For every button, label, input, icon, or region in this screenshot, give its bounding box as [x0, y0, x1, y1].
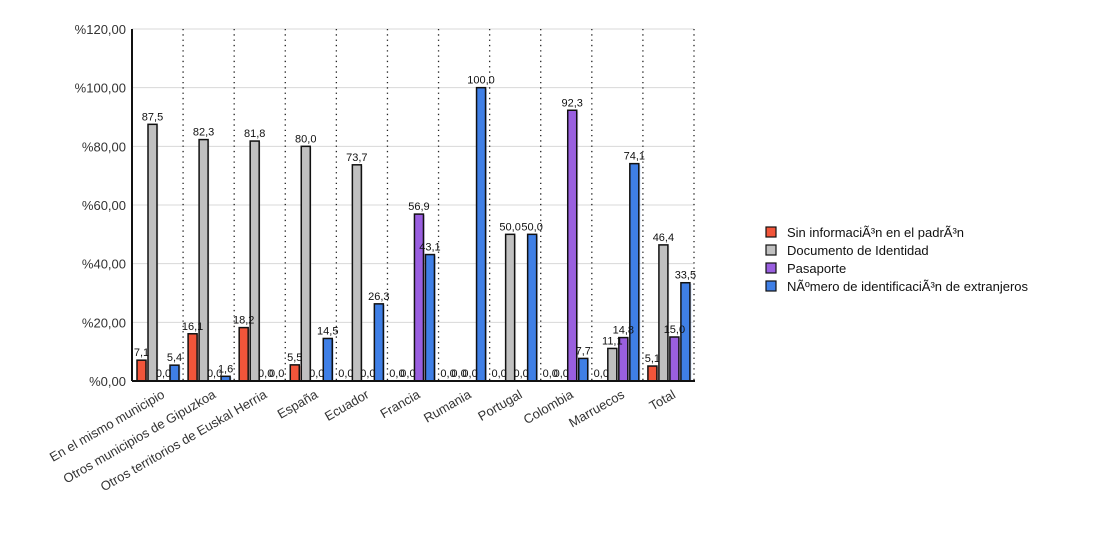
- data-label: 0,0: [513, 368, 528, 380]
- x-category-label: Ecuador: [322, 386, 372, 424]
- data-label: 56,9: [408, 201, 429, 213]
- data-label: 11,1: [602, 335, 623, 347]
- axes: [131, 29, 695, 382]
- data-label: 81,8: [244, 128, 265, 140]
- y-tick-label: %80,00: [82, 139, 126, 154]
- legend-swatch: [765, 280, 777, 292]
- y-tick-label: %60,00: [82, 198, 126, 213]
- x-category-label: España: [275, 386, 321, 421]
- legend-label: NÃºmero de identificaciÃ³n de extranjero…: [787, 279, 1029, 294]
- data-label: 0,0: [451, 368, 466, 380]
- data-label: 0,0: [389, 368, 404, 380]
- bar: [647, 365, 658, 382]
- category-separators: [182, 29, 695, 381]
- legend-swatch: [765, 244, 777, 256]
- data-label: 0,0: [269, 368, 284, 380]
- data-label: 0,0: [543, 368, 558, 380]
- bar: [658, 244, 669, 382]
- data-label: 73,7: [346, 152, 367, 164]
- data-label: 82,3: [193, 127, 214, 139]
- bar: [169, 364, 180, 382]
- data-label: 92,3: [562, 97, 583, 109]
- bar: [198, 138, 209, 382]
- x-category-label: Portugal: [475, 387, 525, 424]
- data-label: 7,7: [576, 345, 591, 357]
- data-label: 80,0: [295, 133, 316, 145]
- data-label: 14,5: [317, 325, 338, 337]
- data-label: 0,0: [491, 368, 506, 380]
- data-label: 0,0: [207, 368, 222, 380]
- bar: [669, 336, 680, 382]
- data-label: 0,0: [338, 368, 353, 380]
- data-label: 1,6: [218, 363, 233, 375]
- y-tick-label: %40,00: [82, 257, 126, 272]
- legend-swatch: [765, 226, 777, 238]
- bar: [136, 359, 147, 382]
- data-label: 50,0: [521, 221, 542, 233]
- data-label: 18,2: [233, 315, 254, 327]
- data-label: 87,5: [142, 111, 163, 123]
- x-category-label: Francia: [377, 386, 423, 421]
- data-label: 26,3: [368, 291, 389, 303]
- data-label: 0,0: [462, 368, 477, 380]
- bar: [413, 213, 425, 382]
- bar: [577, 357, 589, 382]
- bar: [289, 364, 301, 382]
- legend-label: Sin informaciÃ³n en el padrÃ³n: [787, 225, 964, 240]
- bar: [147, 123, 158, 382]
- data-label: 43,1: [419, 242, 440, 254]
- bar: [566, 109, 578, 382]
- data-label: 0,0: [309, 368, 324, 380]
- bar: [526, 233, 538, 382]
- data-label: 0,0: [554, 368, 569, 380]
- data-label: 0,0: [258, 368, 273, 380]
- data-label: 33,5: [675, 270, 696, 282]
- bar: [238, 326, 249, 382]
- bar: [373, 303, 385, 382]
- data-label: 50,0: [499, 221, 520, 233]
- data-label: 5,1: [645, 353, 660, 365]
- data-label: 46,4: [653, 232, 674, 244]
- data-label: 100,0: [467, 75, 495, 87]
- gridlines: [132, 28, 694, 382]
- data-label: 74,1: [624, 151, 645, 163]
- data-label: 0,0: [360, 368, 375, 380]
- bars: [136, 86, 692, 383]
- data-label: 0,0: [440, 368, 455, 380]
- bar: [504, 233, 516, 382]
- data-label: 16,1: [182, 321, 203, 333]
- bar: [629, 162, 640, 382]
- legend: Sin informaciÃ³n en el padrÃ³n Documento …: [765, 225, 1029, 294]
- data-label: 7,1: [134, 347, 149, 359]
- data-label: 0,0: [156, 368, 171, 380]
- bar: [322, 337, 334, 382]
- legend-swatch: [765, 262, 777, 274]
- bar: [351, 164, 363, 382]
- x-category-label: Marruecos: [566, 386, 627, 430]
- y-tick-label: %100,00: [75, 81, 126, 96]
- bar: [475, 86, 487, 382]
- bar: [187, 333, 198, 382]
- y-axis-ticks: %0,00 %20,00 %40,00 %60,00 %80,00 %100,00 %120…: [75, 22, 126, 389]
- bar: [424, 253, 436, 382]
- y-tick-label: %120,00: [75, 22, 126, 37]
- bar: [300, 145, 312, 382]
- data-label: 0,0: [594, 368, 609, 380]
- legend-label: Documento de Identidad: [787, 243, 929, 258]
- y-tick-label: %20,00: [82, 315, 126, 330]
- data-labels: 7,116,118,25,50,0 0,0 0,0 0,0 0,0 0,05,187,58…: [134, 75, 696, 380]
- data-label: 14,8: [613, 325, 634, 337]
- data-label: 15,0: [664, 324, 685, 336]
- legend-label: Pasaporte: [787, 261, 846, 276]
- data-label: 5,5: [287, 352, 302, 364]
- y-tick-label: %0,00: [89, 374, 126, 389]
- x-category-label: Total: [647, 387, 678, 414]
- data-label: 0,0: [400, 368, 415, 380]
- bar: [607, 347, 618, 382]
- bar: [249, 140, 260, 382]
- x-category-label: Rumania: [421, 386, 474, 425]
- data-label: 5,4: [167, 352, 182, 364]
